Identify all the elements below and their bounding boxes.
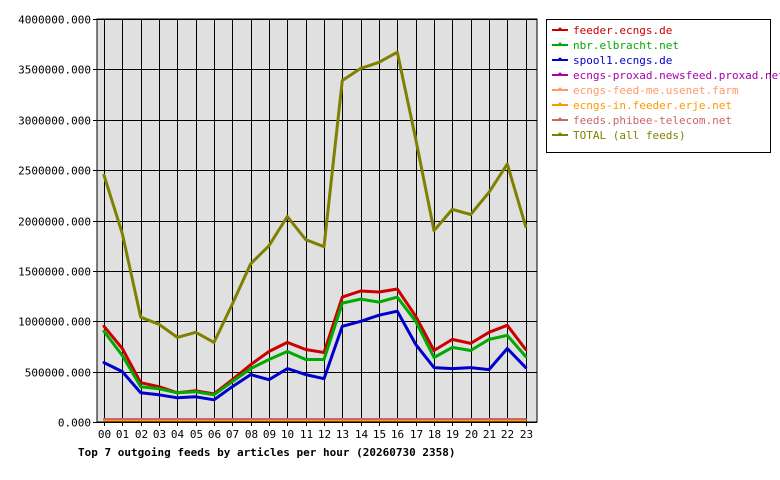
y-tick-label: 1500000.000	[18, 266, 91, 279]
x-tick-label: 11	[300, 428, 313, 441]
y-axis: 0.000 500000.000 1000000.000 1500000.000 200…	[18, 14, 97, 430]
x-tick-label: 17	[410, 428, 423, 441]
x-tick-label: 12	[318, 428, 331, 441]
x-tick-label: 06	[208, 428, 221, 441]
legend-label: nbr.elbracht.net	[573, 39, 679, 52]
x-tick-label: 08	[245, 428, 258, 441]
y-tick-label: 2500000.000	[18, 165, 91, 178]
x-tick-label: 22	[501, 428, 514, 441]
legend-label: ecngs-in.feeder.erje.net	[573, 99, 732, 112]
legend-marker	[558, 72, 562, 76]
y-tick-label: 4000000.000	[18, 14, 91, 27]
y-tick-label: 500000.000	[25, 367, 91, 380]
series-line-nbr-elbracht-net	[102, 295, 528, 397]
legend-label: TOTAL (all feeds)	[573, 129, 686, 142]
legend-label: feeds.phibee-telecom.net	[573, 114, 732, 127]
x-tick-label: 18	[428, 428, 441, 441]
x-tick-label: 00	[98, 428, 111, 441]
x-tick-label: 19	[446, 428, 459, 441]
series-line-total-all-feeds-	[102, 50, 528, 344]
y-tick-label: 0.000	[58, 417, 91, 430]
x-tick-label: 04	[171, 428, 185, 441]
x-tick-label: 23	[520, 428, 533, 441]
x-tick-label: 09	[263, 428, 276, 441]
legend-marker	[558, 42, 562, 46]
x-tick-label: 13	[336, 428, 349, 441]
y-tick-label: 2000000.000	[18, 216, 91, 229]
legend-marker	[558, 117, 562, 121]
x-tick-label: 05	[190, 428, 203, 441]
x-tick-label: 03	[153, 428, 166, 441]
legend-label: feeder.ecngs.de	[573, 24, 672, 37]
x-axis: 00 01 02 03 04 05 06 07 08 09 10 11 12 13 14 15 16 17 18 19…	[98, 422, 533, 441]
series-lines	[102, 50, 528, 422]
y-tick-label: 3500000.000	[18, 64, 91, 77]
y-tick-label: 3000000.000	[18, 115, 91, 128]
x-tick-label: 07	[226, 428, 239, 441]
legend: feeder.ecngs.de nbr.elbracht.net spool1.ec…	[546, 19, 780, 153]
chart-title: Top 7 outgoing feeds by articles per hou…	[78, 446, 456, 459]
legend-marker	[558, 27, 562, 31]
x-tick-label: 14	[355, 428, 369, 441]
plot-area	[97, 19, 537, 422]
x-tick-label: 01	[116, 428, 129, 441]
x-tick-label: 21	[483, 428, 496, 441]
legend-label: spool1.ecngs.de	[573, 54, 672, 67]
y-tick-label: 1000000.000	[18, 316, 91, 329]
legend-label: ecngs-feed-me.usenet.farm	[573, 84, 739, 97]
plot-frame	[96, 18, 538, 423]
legend-box	[546, 19, 771, 153]
legend-marker	[558, 87, 562, 91]
legend-label: ecngs-proxad.newsfeed.proxad.net	[573, 69, 780, 82]
legend-marker	[558, 102, 562, 106]
x-tick-label: 20	[465, 428, 478, 441]
series-line-spool1-ecngs-de	[102, 309, 528, 402]
legend-marker	[558, 132, 562, 136]
x-tick-label: 15	[373, 428, 386, 441]
legend-marker	[558, 57, 562, 61]
x-tick-label: 16	[391, 428, 404, 441]
x-tick-label: 02	[135, 428, 148, 441]
x-tick-label: 10	[281, 428, 294, 441]
